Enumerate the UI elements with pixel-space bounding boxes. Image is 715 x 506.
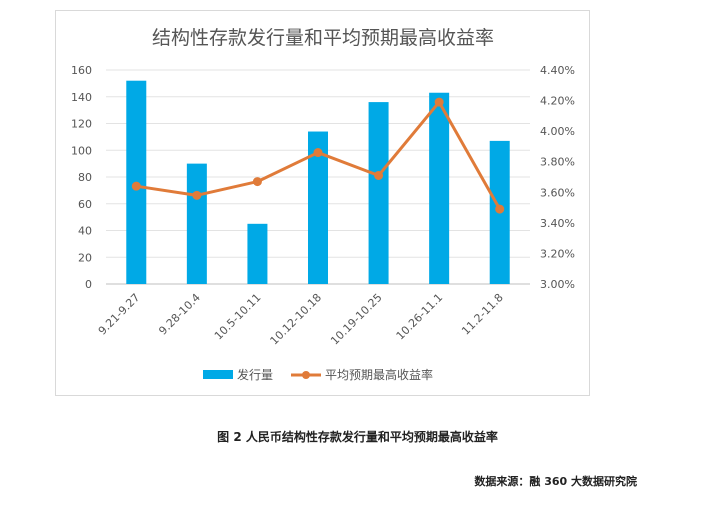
y-right-tick-label: 3.80% (540, 156, 575, 169)
x-tick-label: 10.5-10.11 (212, 291, 264, 343)
y-left-tick-label: 0 (85, 278, 92, 291)
line-point (495, 204, 505, 214)
bar (247, 223, 268, 284)
line-point (192, 190, 202, 200)
y-right-tick-label: 4.40% (540, 64, 575, 77)
chart-frame: 结构性存款发行量和平均预期最高收益率 0 20 40 60 80 100 120 140 160… (55, 10, 590, 396)
line-point (434, 97, 444, 107)
legend-swatch-marker (302, 371, 310, 379)
y-right-tick-label: 4.20% (540, 95, 575, 108)
y-left-tick-label: 160 (71, 64, 92, 77)
line-point (374, 170, 384, 180)
y-right-tick-label: 3.40% (540, 217, 575, 230)
bar (368, 102, 389, 284)
line-series (131, 97, 505, 214)
y-right-tick-label: 4.00% (540, 125, 575, 138)
figure-caption: 图 2 人民币结构性存款发行量和平均预期最高收益率 (217, 430, 498, 444)
x-tick-label: 11.2-11.8 (459, 291, 506, 338)
line-point (313, 148, 323, 158)
x-tick-label: 9.28-10.4 (156, 291, 203, 338)
legend-swatch-bar (203, 370, 233, 379)
y-left-tick-label: 100 (71, 144, 92, 157)
bar (308, 131, 328, 284)
x-axis-labels: 9.21-9.27 9.28-10.4 10.5-10.11 10.12-10.18 1… (96, 291, 506, 348)
y-left-tick-label: 40 (78, 225, 92, 238)
y-right-tick-label: 3.20% (540, 247, 575, 260)
source-note: 数据来源：融 360 大数据研究院 (474, 475, 637, 488)
line-point (131, 181, 141, 191)
x-tick-label: 10.26-11.1 (394, 291, 446, 343)
y-left-tick-label: 60 (78, 198, 92, 211)
y-left-tick-label: 80 (78, 171, 92, 184)
x-tick-label: 10.19-10.25 (328, 291, 385, 348)
line-point (252, 177, 262, 187)
bar (186, 163, 207, 284)
legend-label-line: 平均预期最高收益率 (325, 367, 433, 382)
y-left-tick-label: 140 (71, 91, 92, 104)
x-tick-label: 9.21-9.27 (96, 291, 143, 338)
x-tick-label: 10.12-10.18 (268, 291, 325, 348)
y-left-tick-label: 120 (71, 118, 92, 131)
bar-series (126, 80, 510, 284)
combo-chart: 结构性存款发行量和平均预期最高收益率 0 20 40 60 80 100 120 140 160… (71, 27, 575, 382)
y-axis-right: 3.00% 3.20% 3.40% 3.60% 3.80% 4.00% 4.20% 4.40% (540, 64, 575, 291)
chart-title: 结构性存款发行量和平均预期最高收益率 (152, 27, 494, 49)
y-right-tick-label: 3.60% (540, 186, 575, 199)
y-axis-left: 0 20 40 60 80 100 120 140 160 (71, 64, 92, 291)
y-left-tick-label: 20 (78, 251, 92, 264)
bar (429, 92, 450, 284)
legend-label-bar: 发行量 (237, 367, 273, 382)
legend: 发行量 平均预期最高收益率 (203, 367, 433, 382)
y-right-tick-label: 3.00% (540, 278, 575, 291)
